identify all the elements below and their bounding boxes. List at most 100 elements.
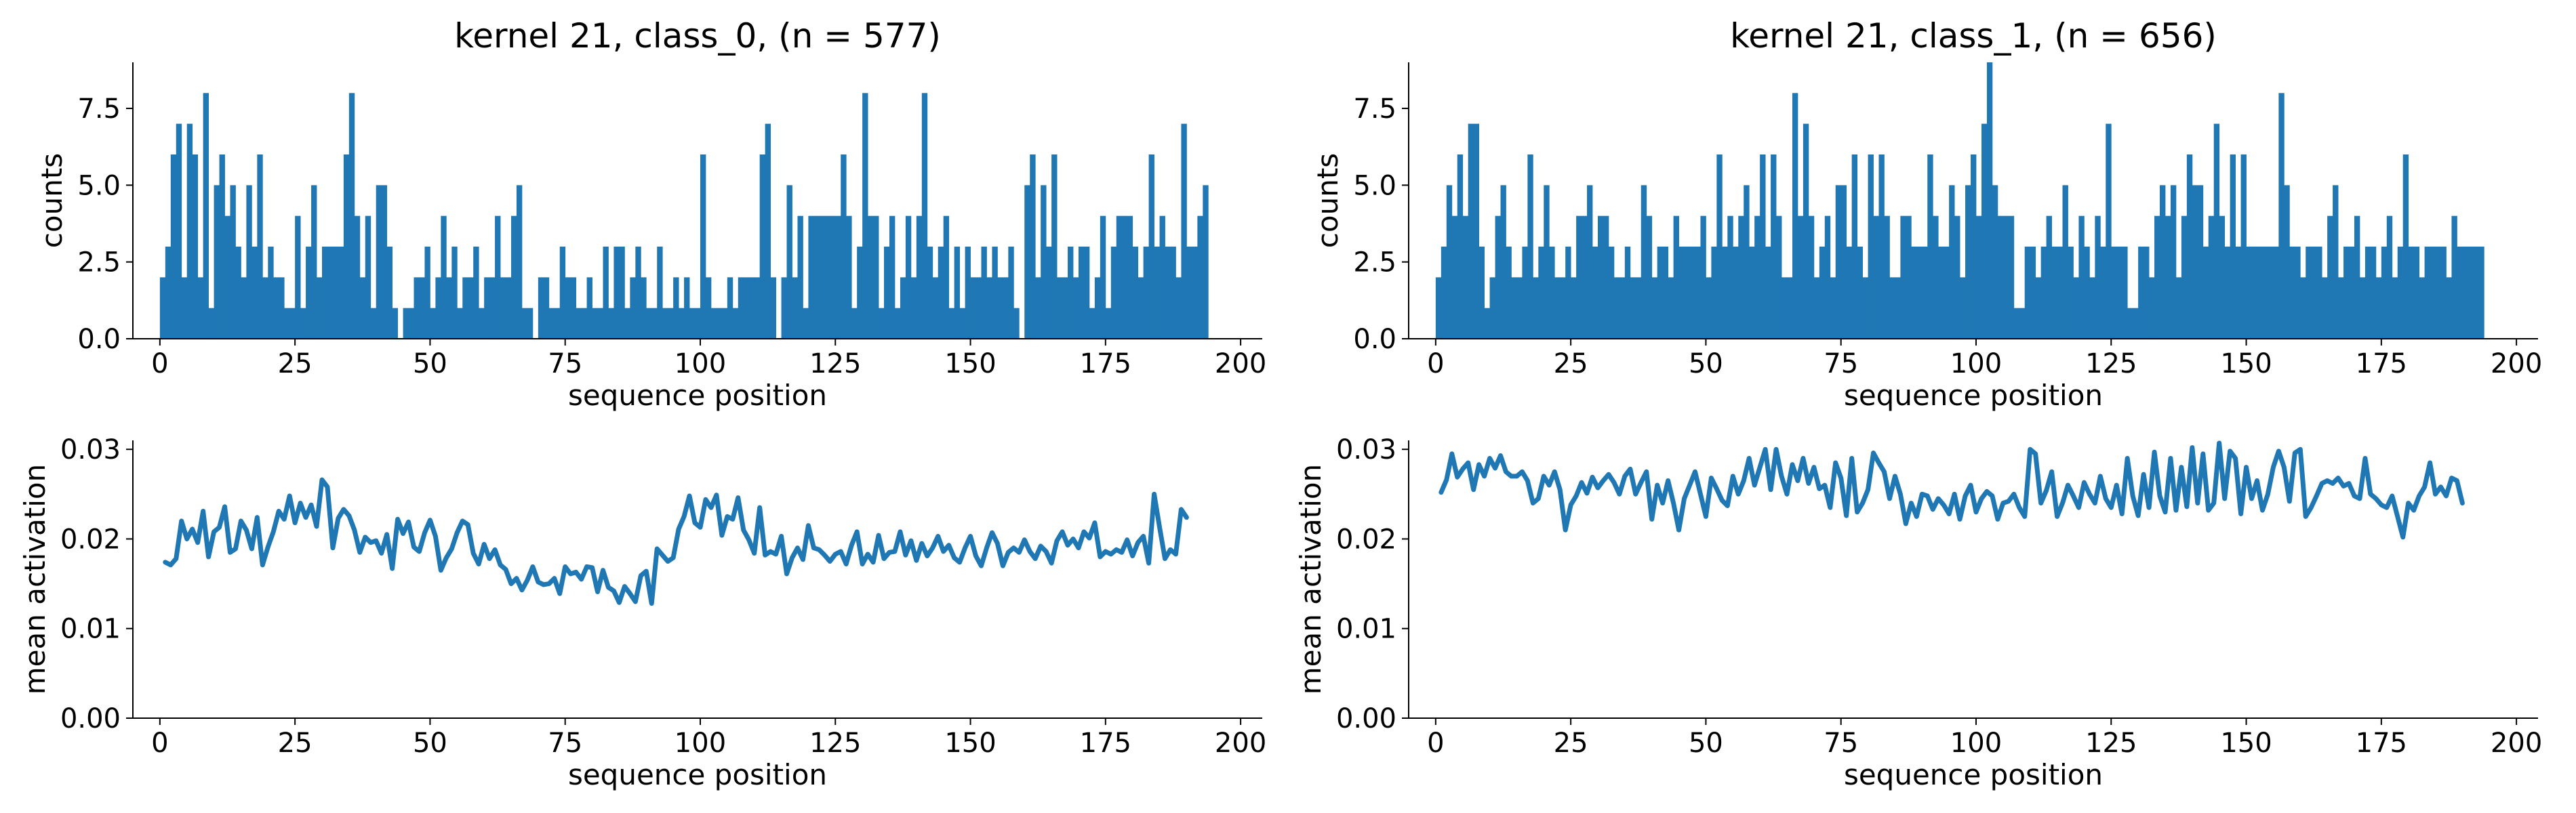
bar bbox=[2327, 215, 2333, 339]
bar bbox=[732, 308, 739, 339]
bar bbox=[1527, 154, 1533, 339]
bar bbox=[905, 215, 912, 339]
bar bbox=[538, 277, 544, 339]
bar bbox=[262, 277, 268, 339]
bar bbox=[2392, 277, 2398, 339]
bar bbox=[2100, 247, 2106, 339]
bar bbox=[1754, 215, 1760, 339]
bar bbox=[381, 185, 388, 339]
bar bbox=[1965, 185, 1971, 339]
bar bbox=[1484, 308, 1490, 339]
bar bbox=[986, 277, 992, 339]
bar bbox=[2127, 308, 2133, 339]
x-tick-label: 50 bbox=[1689, 348, 1723, 379]
bar bbox=[446, 277, 452, 339]
bar bbox=[927, 247, 933, 339]
bar bbox=[306, 247, 312, 339]
x-tick-label: 200 bbox=[2491, 728, 2542, 759]
bar bbox=[1154, 247, 1160, 339]
bar bbox=[457, 308, 463, 339]
bar bbox=[684, 277, 690, 339]
bar bbox=[219, 154, 225, 339]
bar bbox=[803, 308, 809, 339]
bar bbox=[1851, 154, 1858, 339]
bar bbox=[2219, 215, 2226, 339]
y-tick-label: 0.01 bbox=[60, 614, 121, 645]
hist1-chart: 0 25 50 75 100 125 150 175 200 0.0 2.5 5.0 7.5 sequen… bbox=[1311, 16, 2542, 412]
bar bbox=[214, 185, 220, 339]
bar bbox=[1916, 247, 1923, 339]
bar bbox=[1706, 277, 1712, 339]
bar bbox=[1003, 277, 1009, 339]
bar bbox=[1792, 93, 1798, 339]
bar bbox=[2024, 247, 2031, 339]
bar bbox=[2186, 154, 2193, 339]
x-tick-label: 75 bbox=[1824, 728, 1858, 759]
bar bbox=[430, 308, 436, 339]
bar bbox=[208, 308, 214, 339]
bar bbox=[846, 215, 852, 339]
bar bbox=[1533, 277, 1539, 339]
bar bbox=[2316, 247, 2322, 339]
x-tick-label: 150 bbox=[944, 348, 996, 379]
bar bbox=[781, 277, 787, 339]
bar bbox=[2192, 185, 2198, 339]
bar bbox=[1121, 215, 1128, 339]
x-tick-label: 25 bbox=[278, 348, 313, 379]
bar bbox=[1030, 154, 1036, 339]
bar bbox=[954, 247, 961, 339]
bar bbox=[1846, 247, 1853, 339]
bar bbox=[2262, 247, 2268, 339]
bar bbox=[608, 308, 614, 339]
y-tick-label: 0.0 bbox=[1353, 324, 1396, 355]
bar bbox=[830, 215, 836, 339]
x-tick-label: 75 bbox=[1824, 348, 1858, 379]
x-axis-label: sequence position bbox=[568, 758, 827, 791]
bar bbox=[1159, 215, 1165, 339]
bar bbox=[1024, 185, 1030, 339]
bar bbox=[635, 247, 641, 339]
bar bbox=[873, 215, 879, 339]
x-tick-label: 200 bbox=[2491, 348, 2542, 379]
bar bbox=[1571, 277, 1577, 339]
bar bbox=[2278, 93, 2285, 339]
bar bbox=[1997, 215, 2004, 339]
y-tick-label: 5.0 bbox=[77, 170, 121, 201]
y-axis-label: mean activation bbox=[18, 464, 52, 694]
bar bbox=[1046, 247, 1052, 339]
bar bbox=[851, 308, 858, 339]
bar bbox=[338, 247, 344, 339]
y-tick-label: 7.5 bbox=[77, 93, 121, 125]
bar bbox=[354, 215, 361, 339]
bar bbox=[392, 308, 398, 339]
bar bbox=[695, 308, 701, 339]
bar bbox=[824, 215, 830, 339]
x-tick-label: 150 bbox=[2220, 728, 2272, 759]
bar bbox=[2473, 247, 2479, 339]
bar bbox=[251, 247, 258, 339]
bar bbox=[2175, 277, 2182, 339]
bar bbox=[1170, 247, 1176, 339]
bar bbox=[808, 215, 814, 339]
bar bbox=[2078, 215, 2085, 339]
bar bbox=[1186, 247, 1192, 339]
bar bbox=[2322, 277, 2328, 339]
bar bbox=[451, 247, 458, 339]
x-axis-label: sequence position bbox=[568, 379, 827, 412]
bar bbox=[2165, 215, 2171, 339]
bar bbox=[970, 277, 976, 339]
bar bbox=[2273, 247, 2279, 339]
bar bbox=[370, 308, 377, 339]
bar bbox=[2419, 277, 2425, 339]
bar bbox=[1544, 185, 1550, 339]
bar bbox=[786, 185, 792, 339]
bar bbox=[1711, 247, 1717, 339]
bar bbox=[1522, 247, 1528, 339]
bar bbox=[559, 247, 566, 339]
bar bbox=[1689, 247, 1695, 339]
bar bbox=[343, 154, 350, 339]
y-tick-label: 0.00 bbox=[1336, 703, 1396, 734]
bar bbox=[841, 154, 847, 339]
x-axis-label: sequence position bbox=[1844, 379, 2103, 412]
